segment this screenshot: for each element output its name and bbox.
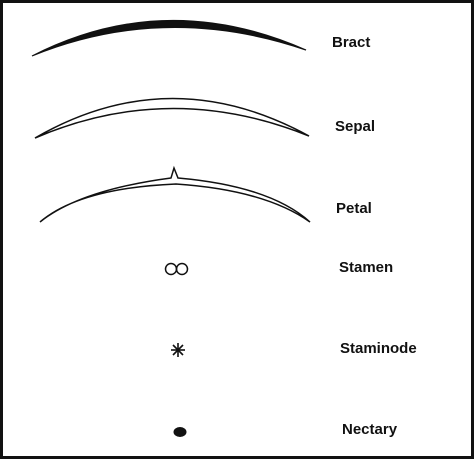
bract-symbol: [31, 19, 307, 57]
sepal-symbol: [34, 97, 310, 139]
label: Petal: [336, 200, 372, 217]
staminode-symbol: [171, 343, 185, 357]
label: Sepal: [335, 118, 375, 135]
label: Bract: [332, 34, 370, 51]
label: Staminode: [340, 340, 417, 357]
nectary-symbol: [173, 427, 187, 437]
label: Stamen: [339, 259, 393, 276]
label: Nectary: [342, 421, 398, 438]
petal-symbol: [39, 165, 311, 223]
stamen-symbol: [175, 262, 189, 276]
